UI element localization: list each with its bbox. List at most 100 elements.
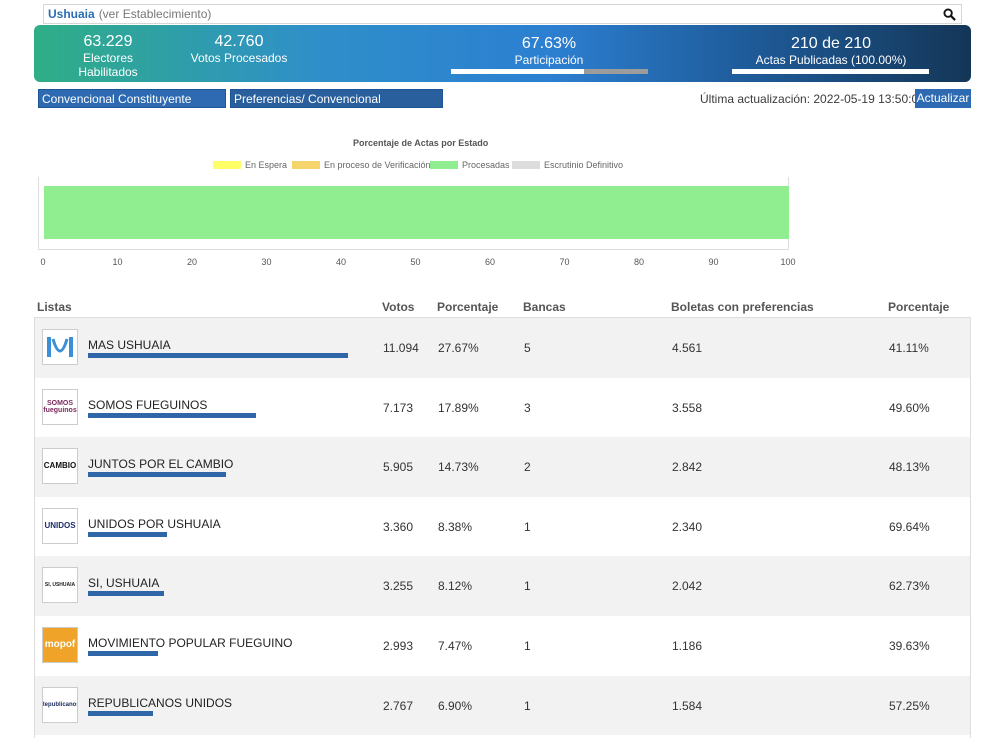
seats-cell: 2 bbox=[524, 460, 531, 475]
party-name: JUNTOS POR EL CAMBIO bbox=[88, 457, 234, 472]
legend-label: En proceso de Verificación bbox=[324, 160, 431, 170]
results-table-body: MAS USHUAIA 11.094 27.67% 5 4.561 41.11% SOMOS… bbox=[34, 317, 971, 738]
percentage-cell: 14.73% bbox=[438, 460, 479, 475]
stats-banner: 63.229 Electores Habilitados 42.760 Voto… bbox=[34, 25, 971, 82]
x-tick-label: 100 bbox=[780, 257, 796, 267]
table-row[interactable]: MAS USHUAIA 11.094 27.67% 5 4.561 41.11% bbox=[35, 318, 970, 378]
vote-share-bar bbox=[88, 472, 227, 478]
chart-title: Porcentaje de Actas por Estado bbox=[353, 138, 489, 148]
participacion-label: Participación bbox=[514, 53, 584, 67]
percentage-cell: 6.90% bbox=[438, 698, 473, 713]
vote-share-bar bbox=[88, 710, 153, 716]
refresh-button[interactable]: Actualizar bbox=[915, 89, 971, 108]
x-tick-label: 10 bbox=[112, 257, 123, 267]
somos-fueguinos-logo: SOMOS fueguinos bbox=[42, 388, 78, 425]
x-tick-label: 80 bbox=[633, 257, 645, 267]
logo-text: SOMOS fueguinos bbox=[43, 399, 77, 414]
actas-label: Actas Publicadas (100.00%) bbox=[755, 53, 907, 67]
chart-plot-area bbox=[38, 177, 789, 250]
preference-percentage-cell: 39.63% bbox=[889, 639, 930, 653]
percentage-cell: 8.38% bbox=[438, 519, 473, 534]
percentage-cell: 7.47% bbox=[438, 639, 473, 653]
votes-cell: 2.993 bbox=[383, 639, 414, 653]
vote-share-bar bbox=[88, 531, 167, 537]
seats-cell: 1 bbox=[524, 698, 531, 713]
location-name[interactable]: Ushuaia bbox=[48, 7, 95, 21]
republicanos-unidos-logo: Republicanos bbox=[42, 686, 78, 723]
votes-cell: 2.767 bbox=[383, 698, 414, 713]
header-listas: Listas bbox=[37, 300, 72, 314]
legend-swatch bbox=[512, 161, 540, 169]
votes-cell: 3.255 bbox=[383, 579, 414, 594]
votes-cell: 7.173 bbox=[383, 400, 414, 415]
votes-cell: 11.094 bbox=[383, 341, 419, 355]
party-name: REPUBLICANOS UNIDOS bbox=[88, 695, 233, 710]
actas-value: 210 de 210 bbox=[790, 35, 872, 52]
legend-item[interactable]: Procesadas bbox=[430, 159, 510, 171]
party-name: SI, USHUAIA bbox=[88, 576, 160, 591]
percentage-cell: 17.89% bbox=[438, 400, 479, 415]
logo-text: UNIDOS bbox=[44, 520, 76, 530]
vote-share-bar bbox=[88, 591, 165, 597]
table-row[interactable]: UNIDOS UNIDOS POR USHUAIA 3.360 8.38% 1 2.340… bbox=[35, 496, 970, 557]
legend-label: Escrutinio Definitivo bbox=[544, 160, 624, 170]
vote-share-bar bbox=[88, 353, 348, 358]
seats-cell: 1 bbox=[524, 639, 531, 653]
seats-cell: 1 bbox=[524, 519, 531, 534]
location-search-bar[interactable]: Ushuaia (ver Establecimiento) bbox=[43, 4, 962, 24]
participacion-progress-fill bbox=[451, 69, 585, 74]
search-icon[interactable] bbox=[943, 8, 956, 21]
preference-ballots-cell: 2.042 bbox=[672, 579, 703, 594]
x-tick-label: 20 bbox=[186, 257, 198, 267]
legend-label: Procesadas bbox=[462, 160, 510, 170]
preference-percentage-cell: 41.11% bbox=[889, 341, 929, 355]
stat-actas: 210 de 210 Actas Publicadas (100.00%) bbox=[731, 35, 931, 67]
table-row[interactable]: CAMBIO JUNTOS POR EL CAMBIO 5.905 14.73% 2 2.… bbox=[35, 437, 970, 497]
percentage-cell: 27.67% bbox=[438, 341, 479, 355]
logo-text: Republicanos bbox=[42, 701, 78, 708]
header-bancas: Bancas bbox=[523, 300, 566, 314]
header-votos: Votos bbox=[382, 300, 415, 314]
results-table-header: Listas Votos Porcentaje Bancas Boletas c… bbox=[34, 300, 971, 317]
preference-ballots-cell: 1.186 bbox=[672, 639, 703, 653]
legend-item[interactable]: En Espera bbox=[213, 159, 287, 171]
x-tick-label: 60 bbox=[484, 257, 496, 267]
participacion-value: 67.63% bbox=[521, 35, 577, 52]
legend-item[interactable]: Escrutinio Definitivo bbox=[512, 159, 623, 171]
unidos-por-ushuaia-logo: UNIDOS bbox=[42, 507, 78, 544]
x-tick-label: 30 bbox=[261, 257, 272, 267]
percentage-cell: 8.12% bbox=[438, 579, 473, 594]
table-row[interactable]: SOMOS fueguinos SOMOS FUEGUINOS 7.173 17.89… bbox=[35, 377, 970, 438]
preference-ballots-cell: 2.340 bbox=[672, 519, 703, 534]
table-row[interactable]: mopof MOVIMIENTO POPULAR FUEGUINO 2.993 7.4… bbox=[35, 616, 970, 676]
table-row[interactable]: Republicanos REPUBLICANOS UNIDOS 2.767 6.90… bbox=[35, 675, 970, 736]
preference-percentage-cell: 57.25% bbox=[889, 698, 930, 713]
x-tick-label: 90 bbox=[708, 257, 719, 267]
actas-progress-bar bbox=[732, 69, 929, 74]
actas-status-chart: Porcentaje de Actas por Estado En Espera… bbox=[0, 130, 820, 270]
preference-percentage-cell: 62.73% bbox=[889, 579, 930, 594]
votes-cell: 5.905 bbox=[383, 460, 414, 475]
electores-label: Electores Habilitados bbox=[78, 51, 138, 79]
x-tick-label: 70 bbox=[559, 257, 570, 267]
electores-value: 63.229 bbox=[83, 33, 133, 50]
x-tick-label: 40 bbox=[335, 257, 347, 267]
party-name: UNIDOS POR USHUAIA bbox=[88, 516, 221, 531]
last-updated-text: Última actualización: 2022-05-19 13:50:0… bbox=[700, 92, 925, 106]
x-tick-label: 0 bbox=[40, 257, 46, 267]
chart-bar-procesadas bbox=[44, 186, 789, 239]
logo-text: SI, USHUAIA bbox=[44, 581, 76, 588]
legend-swatch bbox=[213, 161, 241, 169]
vote-share-bar bbox=[88, 412, 257, 418]
tab-preferencias[interactable]: Preferencias/ Convencional Constituyente bbox=[230, 89, 443, 125]
tab-convencional-constituyente[interactable]: Convencional Constituyente Ushuaia bbox=[38, 89, 226, 125]
x-tick-label: 50 bbox=[410, 257, 421, 267]
location-hint[interactable]: (ver Establecimiento) bbox=[98, 7, 212, 21]
legend-item[interactable]: En proceso de Verificación bbox=[292, 159, 431, 171]
preference-percentage-cell: 69.64% bbox=[889, 519, 930, 534]
header-porcentaje-preferencias: Porcentaje bbox=[888, 300, 950, 314]
preference-ballots-cell: 3.558 bbox=[672, 400, 703, 415]
seats-cell: 3 bbox=[524, 400, 531, 415]
table-row[interactable]: SI, USHUAIA SI, USHUAIA 3.255 8.12% 1 2.042 62… bbox=[35, 556, 970, 616]
party-name: MOVIMIENTO POPULAR FUEGUINO bbox=[88, 636, 293, 650]
